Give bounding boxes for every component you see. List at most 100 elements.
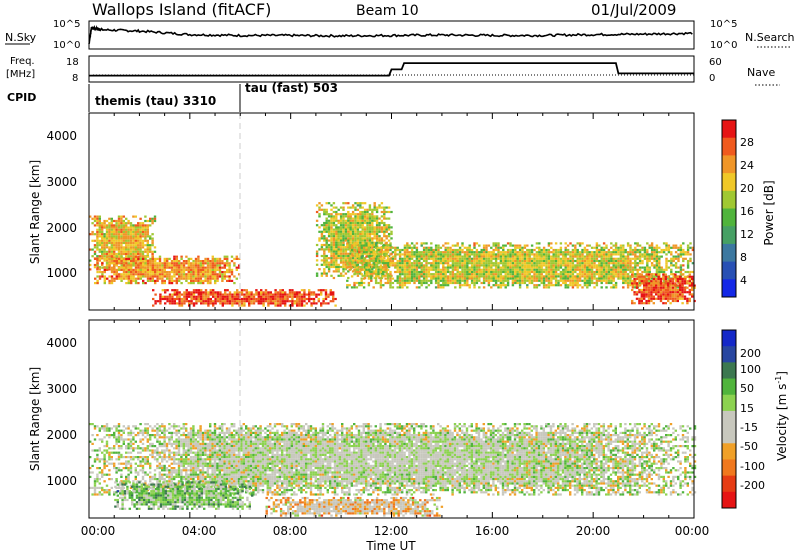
heatmap-cell xyxy=(108,266,111,269)
heatmap-cell xyxy=(398,257,402,260)
heatmap-cell xyxy=(170,262,174,265)
heatmap-cell xyxy=(432,277,435,280)
heatmap-cell xyxy=(542,248,546,252)
heatmap-cell xyxy=(403,259,407,263)
heatmap-cell xyxy=(144,255,147,258)
heatmap-cell xyxy=(444,259,447,263)
heatmap-cell xyxy=(226,297,229,301)
heatmap-cell xyxy=(349,241,352,244)
heatmap-cell xyxy=(339,221,343,225)
heatmap-cell xyxy=(643,282,646,285)
heatmap-cell xyxy=(137,250,140,253)
heatmap-cell xyxy=(272,300,275,303)
heatmap-cell xyxy=(468,277,471,280)
heatmap-cell xyxy=(456,257,459,260)
heatmap-cell xyxy=(657,293,660,296)
heatmap-cell xyxy=(330,213,333,216)
heatmap-cell xyxy=(420,264,423,267)
heatmap-cell xyxy=(427,279,431,282)
heatmap-cell xyxy=(669,282,672,285)
heatmap-cell xyxy=(679,277,682,281)
heatmap-cell xyxy=(545,266,548,269)
heatmap-cell xyxy=(689,253,692,256)
heatmap-cell xyxy=(337,250,340,253)
heatmap-cell xyxy=(110,266,114,269)
heatmap-cell xyxy=(617,277,620,280)
heatmap-cell xyxy=(380,239,384,242)
heatmap-cell xyxy=(146,255,150,258)
heatmap-cell xyxy=(129,235,133,238)
heatmap-cell xyxy=(647,286,651,289)
heatmap-cell xyxy=(518,264,522,267)
heatmap-cell xyxy=(506,253,510,256)
heatmap-cell xyxy=(576,262,579,265)
heatmap-cell xyxy=(672,255,675,258)
heatmap-cell xyxy=(552,275,555,278)
heatmap-cell xyxy=(636,270,639,274)
heatmap-cell xyxy=(635,284,639,287)
heatmap-cell xyxy=(578,259,582,263)
heatmap-cell xyxy=(152,304,155,307)
heatmap-cell xyxy=(528,251,531,254)
heatmap-cell xyxy=(511,253,515,256)
heatmap-cell xyxy=(631,299,634,303)
heatmap-cell xyxy=(566,262,570,265)
heatmap-cell xyxy=(552,277,555,280)
heatmap-cell xyxy=(279,302,282,305)
heatmap-cell xyxy=(211,262,214,265)
heatmap-cell xyxy=(236,293,239,296)
heatmap-cell xyxy=(197,268,200,271)
heatmap-cell xyxy=(595,273,599,276)
heatmap-cell xyxy=(425,281,428,285)
heatmap-cell xyxy=(182,271,186,274)
heatmap-cell xyxy=(113,233,116,236)
heatmap-cell xyxy=(439,286,443,289)
heatmap-cell xyxy=(662,297,665,300)
heatmap-cell xyxy=(101,224,104,227)
heatmap-cell xyxy=(286,300,289,303)
heatmap-cell xyxy=(204,295,208,298)
heatmap-cell xyxy=(446,268,450,271)
heatmap-cell xyxy=(129,257,133,260)
heatmap-cell xyxy=(430,279,433,282)
heatmap-cell xyxy=(638,299,641,303)
heatmap-cell xyxy=(451,264,455,267)
heatmap-cell xyxy=(125,273,128,276)
heatmap-cell xyxy=(506,268,510,271)
heatmap-cell xyxy=(373,219,376,222)
heatmap-cell xyxy=(574,244,577,247)
heatmap-cell xyxy=(371,265,374,269)
heatmap-cell xyxy=(134,239,137,242)
heatmap-cell xyxy=(168,282,171,285)
heatmap-cell xyxy=(168,262,171,265)
heatmap-cell xyxy=(300,302,304,305)
heatmap-cell xyxy=(144,282,147,285)
heatmap-cell xyxy=(146,230,149,234)
heatmap-cell xyxy=(643,268,647,271)
heatmap-cell xyxy=(98,486,101,489)
heatmap-cell xyxy=(296,304,299,307)
heatmap-cell xyxy=(446,253,450,256)
heatmap-cell xyxy=(468,268,471,271)
heatmap-cell xyxy=(351,206,355,209)
heatmap-cell xyxy=(108,233,111,236)
heatmap-cell xyxy=(248,302,251,305)
heatmap-cell xyxy=(473,284,476,287)
heatmap-cell xyxy=(595,242,599,245)
heatmap-cell xyxy=(115,260,118,263)
heatmap-cell xyxy=(339,241,343,244)
heatmap-cell xyxy=(487,273,491,276)
heatmap-cell xyxy=(689,270,692,274)
heatmap-cell xyxy=(468,259,471,263)
heatmap-cell xyxy=(216,260,219,263)
heatmap-cell xyxy=(101,248,104,251)
heatmap-cell xyxy=(598,268,601,271)
heatmap-cell xyxy=(641,253,644,256)
heatmap-cell xyxy=(96,241,99,245)
heatmap-cell xyxy=(559,279,563,282)
heatmap-cell xyxy=(490,259,493,263)
heatmap-cell xyxy=(686,246,690,249)
heatmap-cell xyxy=(368,208,372,211)
heatmap-cell xyxy=(581,273,584,276)
heatmap-cell xyxy=(366,213,369,216)
